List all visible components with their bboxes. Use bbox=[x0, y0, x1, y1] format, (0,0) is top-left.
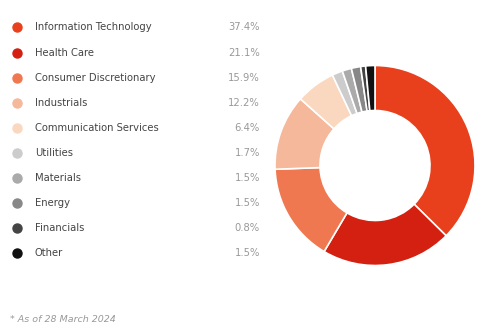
Text: Other: Other bbox=[35, 248, 63, 258]
Text: 21.1%: 21.1% bbox=[228, 48, 260, 58]
Wedge shape bbox=[342, 68, 362, 114]
Text: * As of 28 March 2024: * As of 28 March 2024 bbox=[10, 315, 116, 324]
Text: 12.2%: 12.2% bbox=[228, 98, 260, 108]
Text: Communication Services: Communication Services bbox=[35, 123, 158, 133]
Text: Energy: Energy bbox=[35, 198, 70, 208]
Text: Information Technology: Information Technology bbox=[35, 23, 152, 32]
Text: 0.8%: 0.8% bbox=[234, 223, 260, 233]
Text: Financials: Financials bbox=[35, 223, 84, 233]
Wedge shape bbox=[360, 66, 370, 111]
Wedge shape bbox=[275, 167, 347, 252]
Wedge shape bbox=[375, 66, 475, 236]
Text: 1.5%: 1.5% bbox=[234, 248, 260, 258]
Wedge shape bbox=[275, 99, 334, 169]
Wedge shape bbox=[300, 75, 352, 129]
Text: Utilities: Utilities bbox=[35, 148, 73, 158]
Text: Materials: Materials bbox=[35, 173, 81, 183]
Text: 15.9%: 15.9% bbox=[228, 72, 260, 82]
Text: 6.4%: 6.4% bbox=[234, 123, 260, 133]
Text: 1.5%: 1.5% bbox=[234, 198, 260, 208]
Text: 37.4%: 37.4% bbox=[228, 23, 260, 32]
Wedge shape bbox=[332, 71, 357, 116]
Wedge shape bbox=[352, 67, 367, 112]
Wedge shape bbox=[324, 204, 446, 265]
Text: Industrials: Industrials bbox=[35, 98, 88, 108]
Text: 1.7%: 1.7% bbox=[234, 148, 260, 158]
Wedge shape bbox=[366, 66, 375, 111]
Text: 1.5%: 1.5% bbox=[234, 173, 260, 183]
Text: Consumer Discretionary: Consumer Discretionary bbox=[35, 72, 156, 82]
Text: Health Care: Health Care bbox=[35, 48, 94, 58]
